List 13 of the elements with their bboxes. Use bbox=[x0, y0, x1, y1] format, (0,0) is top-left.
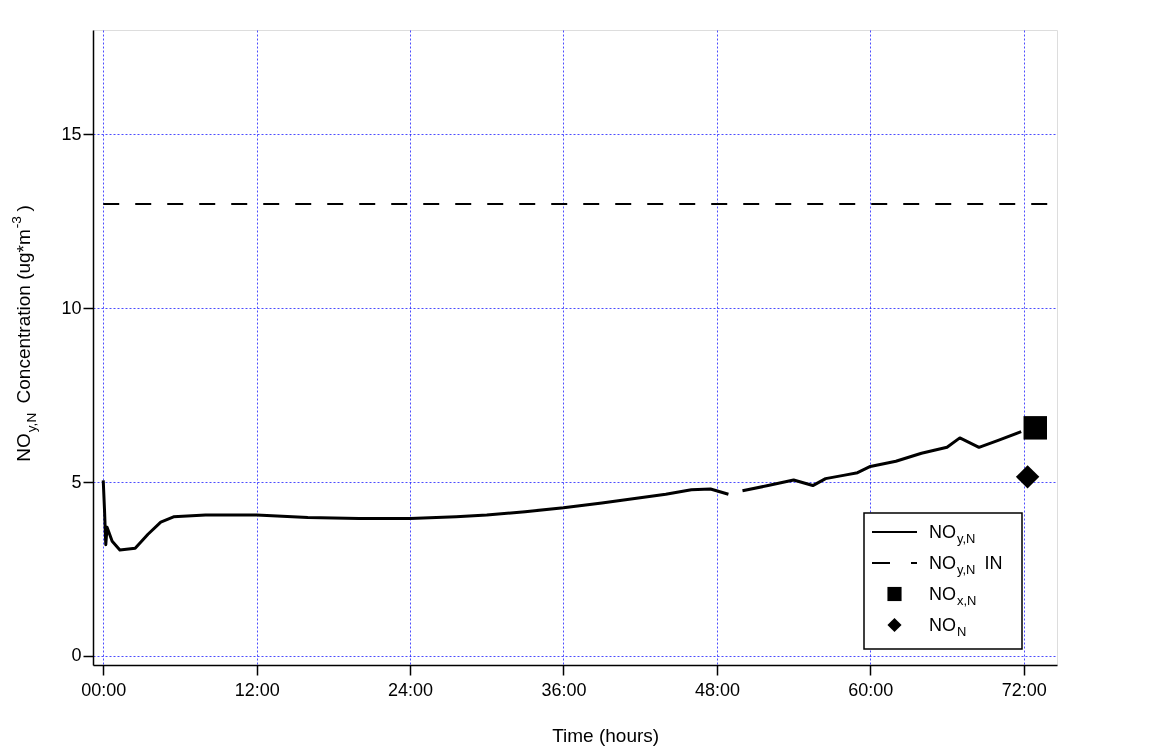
x-tick-label: 72:00 bbox=[1001, 679, 1047, 700]
y-tick-label: 15 bbox=[61, 123, 82, 144]
x-tick-label: 00:00 bbox=[81, 679, 127, 700]
y-tick-label: 0 bbox=[71, 645, 82, 666]
y-axis-title: NOy,N Concentration (ug*m-3) bbox=[9, 205, 39, 462]
y-tick-label: 10 bbox=[61, 297, 82, 318]
x-axis-title: Time (hours) bbox=[552, 725, 660, 746]
y-tick-label: 5 bbox=[71, 471, 82, 492]
x-tick-label: 36:00 bbox=[541, 679, 587, 700]
x-tick-label: 48:00 bbox=[694, 679, 740, 700]
x-tick-label: 24:00 bbox=[388, 679, 434, 700]
x-tick-label: 12:00 bbox=[234, 679, 280, 700]
x-tick-label: 60:00 bbox=[848, 679, 894, 700]
